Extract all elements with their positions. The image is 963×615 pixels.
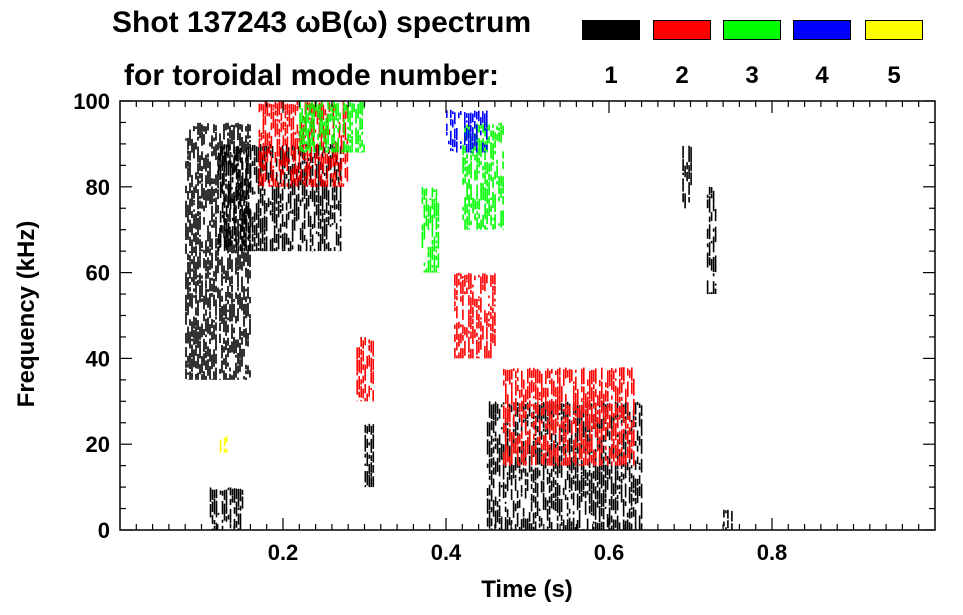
legend-swatch-4 — [793, 20, 851, 40]
spectrum-region-n1-7 — [706, 186, 717, 295]
y-tick-label: 100 — [73, 89, 110, 114]
spectrum-region-n3-3 — [462, 122, 504, 230]
y-tick-label: 80 — [86, 175, 110, 200]
spectrum-region-n1-1 — [185, 122, 251, 380]
spectrum-region-n5-1 — [219, 436, 228, 453]
chart-title: Shot 137243 ωB(ω) spectrum — [112, 6, 532, 39]
legend-label-4: 4 — [815, 62, 829, 89]
y-tick-label: 40 — [86, 346, 110, 371]
legend-label-2: 2 — [675, 62, 689, 89]
spectrum-region-n1-2 — [217, 144, 342, 252]
spectrum-region-n1-8 — [723, 509, 733, 530]
legend-label-3: 3 — [745, 62, 759, 89]
x-tick-label: 0.2 — [268, 540, 299, 565]
x-tick-label: 0.4 — [431, 540, 462, 565]
y-tick-label: 60 — [86, 261, 110, 286]
x-tick-label: 0.6 — [594, 540, 625, 565]
spectrogram-data — [185, 101, 733, 530]
y-tick-label: 20 — [86, 432, 110, 457]
spectrum-region-n2-2 — [356, 337, 374, 402]
axes: 0 20 40 60 80 100 0.2 0.4 0.6 0.8 — [73, 89, 936, 565]
legend-swatch-3 — [723, 20, 781, 40]
spectrum-region-n2-4 — [503, 367, 635, 466]
legend-label-1: 1 — [604, 62, 618, 89]
spectrum-region-n2-3 — [454, 272, 496, 359]
legend-swatch-1 — [582, 20, 640, 40]
chart-subtitle: for toroidal mode number: — [124, 59, 499, 92]
spectrum-region-n4-1 — [446, 109, 488, 153]
legend-swatch-2 — [653, 20, 711, 40]
spectrum-region-n1-6 — [682, 145, 692, 209]
x-axis-title: Time (s) — [481, 576, 573, 603]
legend-label-5: 5 — [887, 62, 901, 89]
spectrum-region-n3-2 — [421, 187, 440, 273]
spectrum-region-n1-4 — [364, 423, 375, 488]
legend-swatch-5 — [865, 20, 923, 40]
y-axis-title: Frequency (kHz) — [13, 221, 40, 408]
spectrum-region-n3-1 — [299, 101, 365, 153]
y-tick-label: 0 — [98, 518, 110, 543]
spectrum-region-n1-3 — [209, 487, 244, 530]
x-tick-label: 0.8 — [757, 540, 788, 565]
